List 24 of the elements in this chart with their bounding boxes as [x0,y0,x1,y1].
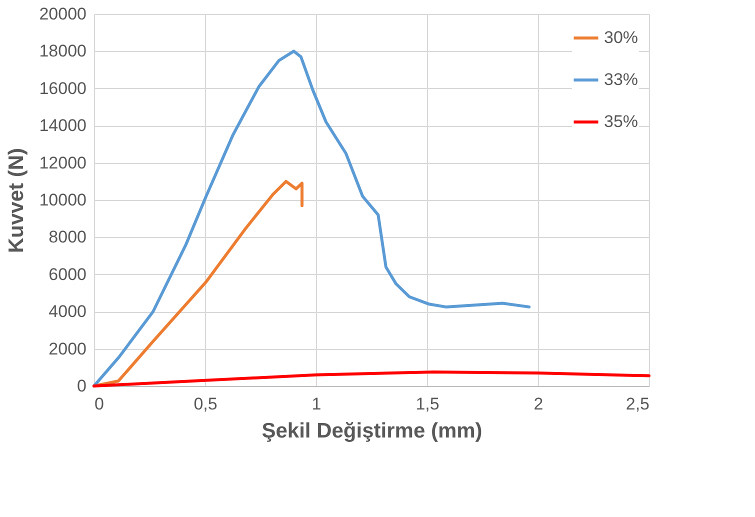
x-tick-label: 2,5 [626,394,650,414]
y-tick-label: 16000 [39,78,86,98]
y-tick-label: 10000 [39,190,86,210]
legend-label: 33% [604,70,638,89]
x-axis-title: Şekil Değiştirme (mm) [262,420,482,442]
y-tick-label: 8000 [48,228,86,247]
line-series [92,50,531,388]
y-tick-label: 14000 [39,116,86,136]
y-axis-title: Kuvvet (N) [5,148,28,254]
y-tick-label: 0 [77,376,86,396]
x-tick-label: 0,5 [194,394,218,414]
y-tick-label: 20000 [39,4,86,24]
line-series [92,370,650,388]
legend-label: 30% [604,28,638,47]
y-tick-label: 4000 [48,302,86,322]
x-tick-label: 2 [534,394,544,414]
x-tick-label: 1,5 [416,394,440,414]
y-tick-label: 12000 [39,153,86,172]
legend-label: 35% [604,112,638,131]
y-tick-label: 18000 [39,42,86,61]
x-tick-label: 0 [94,394,104,414]
y-tick-label: 6000 [48,264,86,284]
y-tick-label: 2000 [48,339,86,358]
x-tick-label: 1 [312,394,322,414]
